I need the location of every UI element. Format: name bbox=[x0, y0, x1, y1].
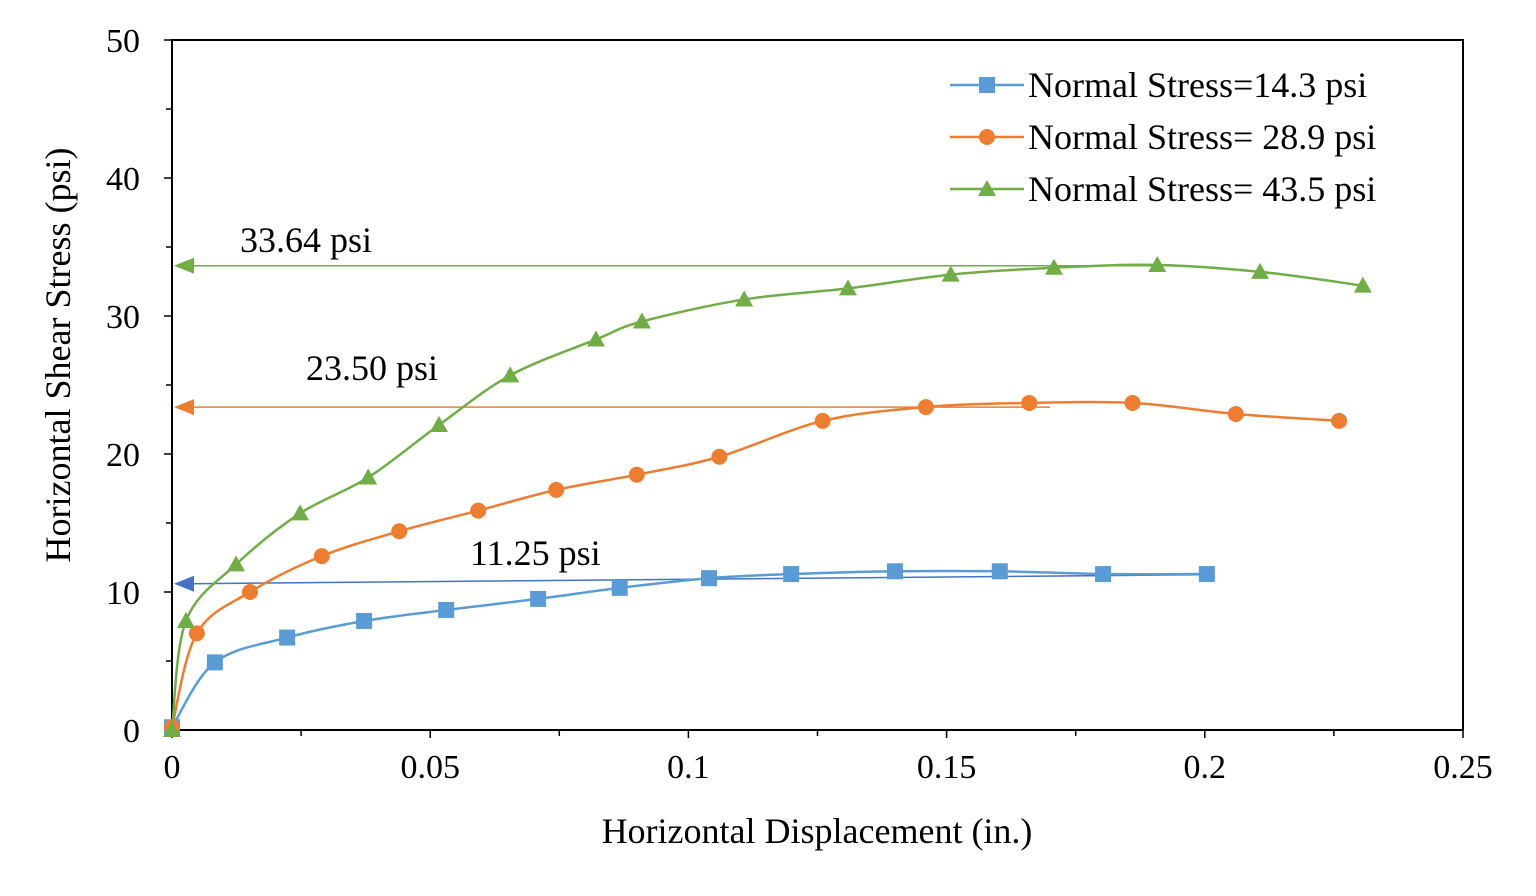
y-tick-label: 40 bbox=[106, 161, 140, 198]
legend-label: Normal Stress= 43.5 psi bbox=[1028, 169, 1376, 209]
series-2 bbox=[164, 394, 1348, 736]
x-tick-label: 0.1 bbox=[667, 749, 710, 786]
x-tick-label: 0.25 bbox=[1433, 749, 1493, 786]
square-marker bbox=[783, 566, 800, 583]
y-tick-label: 50 bbox=[106, 23, 140, 60]
triangle-marker bbox=[1251, 262, 1270, 279]
x-tick-label: 0 bbox=[164, 749, 181, 786]
series-line bbox=[170, 400, 1340, 728]
circle-marker bbox=[548, 481, 565, 498]
square-marker bbox=[356, 612, 373, 629]
arrowhead bbox=[174, 575, 194, 592]
square-marker bbox=[438, 601, 455, 618]
square-marker bbox=[611, 579, 628, 596]
square-marker bbox=[1198, 566, 1215, 583]
x-tick-label: 0.15 bbox=[917, 749, 977, 786]
triangle-marker bbox=[1045, 258, 1064, 275]
triangle-marker bbox=[291, 504, 310, 521]
triangle-marker bbox=[586, 330, 605, 347]
triangle-marker bbox=[429, 416, 448, 433]
circle-marker bbox=[188, 625, 205, 642]
square-marker bbox=[979, 77, 995, 93]
triangle-marker bbox=[501, 366, 520, 383]
series-line bbox=[170, 569, 1207, 728]
series-3 bbox=[163, 255, 1372, 737]
circle-marker bbox=[313, 548, 330, 565]
annotation-label: 33.64 psi bbox=[240, 220, 372, 260]
y-tick-label: 0 bbox=[123, 713, 140, 750]
circle-marker bbox=[1331, 412, 1348, 429]
series-line bbox=[170, 263, 1363, 731]
triangle-marker bbox=[941, 265, 960, 282]
circle-marker bbox=[628, 466, 645, 483]
y-tick-label: 20 bbox=[106, 437, 140, 474]
legend-item: Normal Stress= 43.5 psi bbox=[950, 169, 1376, 209]
triangle-marker bbox=[838, 279, 857, 296]
square-marker bbox=[886, 563, 903, 580]
square-marker bbox=[701, 570, 718, 587]
series-1 bbox=[164, 563, 1215, 736]
circle-marker bbox=[241, 584, 258, 600]
x-tick-label: 0.05 bbox=[400, 749, 460, 786]
circle-marker bbox=[979, 129, 995, 145]
arrowhead bbox=[174, 399, 194, 416]
triangle-marker bbox=[735, 290, 754, 307]
square-marker bbox=[279, 629, 296, 646]
circle-marker bbox=[814, 412, 831, 429]
arrowhead bbox=[174, 257, 194, 274]
square-marker bbox=[1095, 566, 1112, 583]
y-axis-label: Horizontal Shear Stress (psi) bbox=[38, 148, 78, 563]
triangle-marker bbox=[359, 468, 378, 485]
triangle-marker bbox=[632, 312, 651, 329]
circle-marker bbox=[391, 523, 408, 540]
annotation-label: 23.50 psi bbox=[306, 348, 438, 388]
annotation-label: 11.25 psi bbox=[470, 533, 601, 573]
triangle-marker bbox=[1148, 255, 1167, 272]
y-tick-label: 30 bbox=[106, 299, 140, 336]
circle-marker bbox=[917, 399, 934, 416]
circle-marker bbox=[711, 448, 728, 465]
triangle-marker bbox=[978, 180, 996, 196]
triangle-marker bbox=[227, 555, 246, 572]
x-axis-label: Horizontal Displacement (in.) bbox=[602, 811, 1033, 851]
plot-area: 0 0.05 0.1 0.15 0.2 0.25 0 10 20 30 40 50 33.64 psi 2… bbox=[106, 23, 1493, 786]
circle-marker bbox=[470, 502, 487, 519]
legend-item: Normal Stress=14.3 psi bbox=[950, 65, 1367, 105]
y-tick-label: 10 bbox=[106, 575, 140, 612]
triangle-marker bbox=[163, 721, 181, 737]
triangle-marker bbox=[1353, 276, 1372, 293]
square-marker bbox=[530, 590, 547, 607]
square-marker bbox=[206, 654, 223, 671]
circle-marker bbox=[1227, 405, 1244, 422]
triangle-marker bbox=[176, 611, 195, 628]
x-tick-label: 0.2 bbox=[1184, 749, 1227, 786]
legend-label: Normal Stress= 28.9 psi bbox=[1028, 117, 1376, 157]
legend-item: Normal Stress= 28.9 psi bbox=[950, 117, 1376, 157]
square-marker bbox=[991, 563, 1008, 580]
circle-marker bbox=[1124, 394, 1141, 411]
legend-label: Normal Stress=14.3 psi bbox=[1028, 65, 1367, 105]
circle-marker bbox=[1021, 394, 1038, 411]
